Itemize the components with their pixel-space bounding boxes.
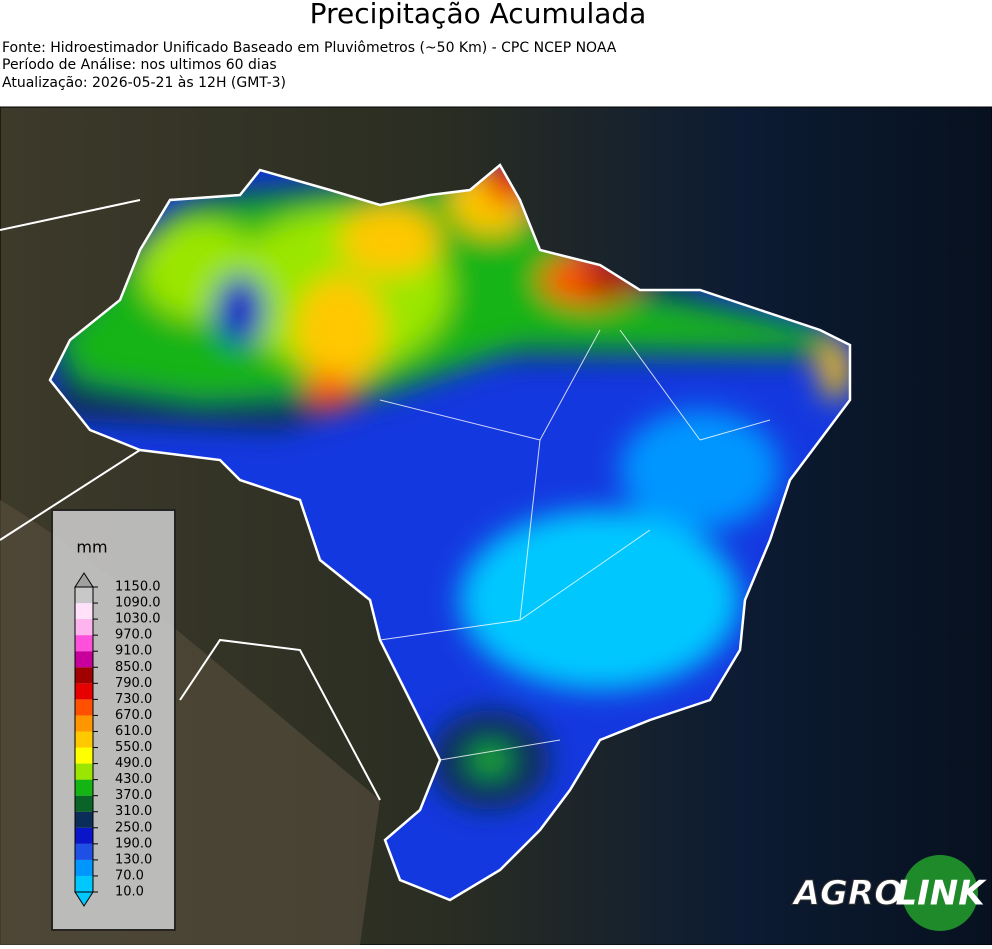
colorbar-tick-label: 370.0 [115, 788, 152, 803]
colorbar-tick-label: 490.0 [115, 756, 152, 771]
colorbar-tick-label: 10.0 [115, 885, 144, 900]
state-borders [379, 329, 771, 761]
colorbar-tick-label: 850.0 [115, 660, 152, 675]
colorbar-segment [75, 763, 93, 780]
period-line: Período de Análise: nos ultimos 60 dias [2, 57, 277, 73]
colorbar-segment [75, 587, 93, 604]
colorbar-tick-label: 970.0 [115, 628, 152, 643]
logo-right: LINK [895, 874, 987, 914]
colorbar-segment [75, 811, 93, 828]
colorbar-tick-label: 910.0 [115, 644, 152, 659]
colorbar-segment [75, 603, 93, 620]
colorbar-tick-label: 790.0 [115, 676, 152, 691]
colorbar-segment [75, 827, 93, 844]
colorbar-box [51, 509, 176, 931]
colorbar-segment [75, 779, 93, 796]
neighbor-borders [0, 199, 381, 801]
colorbar-segment [75, 859, 93, 876]
logo-circle [902, 855, 978, 931]
colorbar-tick-label: 1090.0 [115, 596, 161, 611]
colorbar-unit: mm [76, 538, 107, 557]
logo-left: AGRO [791, 874, 903, 914]
colorbar-segment [75, 619, 93, 636]
colorbar-tick-label: 250.0 [115, 820, 152, 835]
colorbar-segment [75, 843, 93, 860]
country-border [48, 163, 852, 902]
colorbar-tick-label: 1150.0 [115, 580, 161, 595]
colorbar-segment [75, 651, 93, 668]
title: Precipitação Acumulada [310, 0, 647, 30]
colorbar-tick-label: 670.0 [115, 708, 152, 723]
colorbar-segment [75, 875, 93, 892]
colorbar-tick-label: 610.0 [115, 724, 152, 739]
colorbar: mm 10.0 70.0130.0190.0250.0310.0370.0430.… [51, 509, 176, 931]
colorbar-segment [75, 635, 93, 652]
colorbar-tick-label: 730.0 [115, 692, 152, 707]
colorbar-segment [75, 731, 93, 748]
update-line: Atualização: 2026-05-21 às 12H (GMT-3) [2, 75, 286, 91]
colorbar-tick-label: 310.0 [115, 804, 152, 819]
colorbar-segment [75, 683, 93, 700]
colorbar-segment [75, 715, 93, 732]
colorbar-segment [75, 795, 93, 812]
source-line: Fonte: Hidroestimador Unificado Baseado … [2, 40, 617, 56]
colorbar-tick-label: 1030.0 [115, 612, 161, 627]
colorbar-tick-label: 190.0 [115, 836, 152, 851]
colorbar-segment [75, 747, 93, 764]
colorbar-tick-label: 430.0 [115, 772, 152, 787]
colorbar-segment [75, 667, 93, 684]
colorbar-tick-label: 550.0 [115, 740, 152, 755]
logo: AGRO LINK [790, 855, 987, 931]
colorbar-tick-label: 70.0 [115, 868, 144, 883]
colorbar-tick-label: 130.0 [115, 852, 152, 867]
colorbar-segment [75, 699, 93, 716]
colorbar-frame [74, 586, 94, 893]
